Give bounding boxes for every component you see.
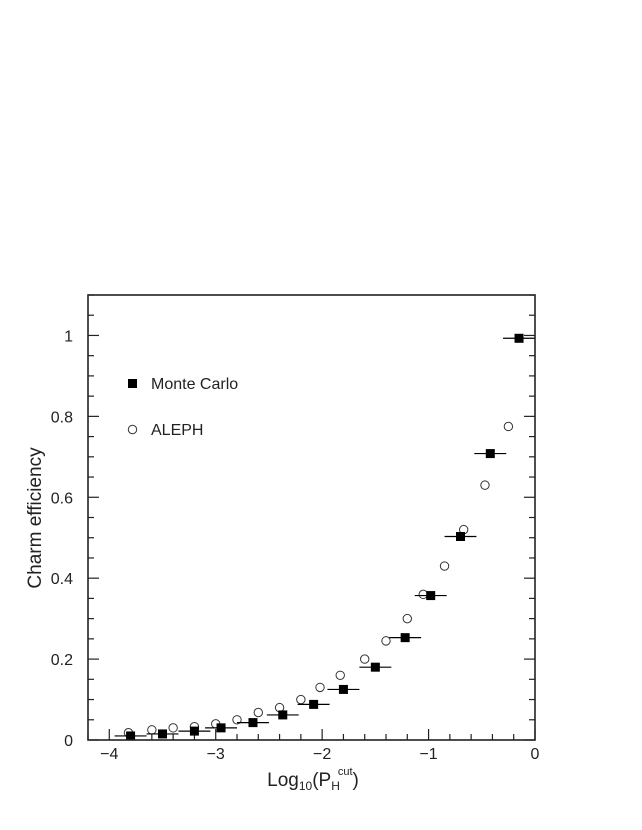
aleph-point bbox=[480, 480, 490, 490]
mc-point bbox=[485, 449, 495, 459]
y-tick-label: 1 bbox=[64, 328, 73, 345]
x-axis-label-var-sup: cut bbox=[338, 766, 353, 778]
mc-point bbox=[216, 723, 226, 733]
data-series bbox=[114, 333, 535, 741]
aleph-point bbox=[147, 725, 157, 735]
x-tick-label: 0 bbox=[531, 746, 540, 763]
mc-point bbox=[514, 333, 524, 343]
aleph-point bbox=[418, 589, 428, 600]
x-axis-label-close: ) bbox=[353, 770, 359, 791]
mc-point bbox=[248, 718, 258, 728]
mc-point bbox=[338, 684, 348, 694]
y-tick-label: 0.2 bbox=[51, 652, 73, 669]
x-axis-label: Log10(PHcut) bbox=[267, 766, 359, 793]
aleph-point bbox=[381, 636, 391, 646]
legend: Monte Carlo ALEPH bbox=[127, 376, 238, 439]
y-tick-label: 0 bbox=[64, 733, 73, 750]
aleph-point bbox=[296, 694, 306, 705]
x-axis-label-sub: 10 bbox=[299, 779, 313, 793]
x-axis-label-base: Log bbox=[267, 770, 299, 791]
aleph-point bbox=[439, 561, 450, 571]
mc-point bbox=[126, 731, 136, 741]
aleph-point bbox=[232, 715, 242, 725]
aleph-point bbox=[253, 707, 263, 718]
y-tick-label: 0.6 bbox=[51, 490, 73, 507]
aleph-point bbox=[402, 613, 412, 624]
x-axis-label-open: (P bbox=[312, 770, 331, 791]
aleph-point bbox=[360, 654, 370, 664]
aleph-point bbox=[315, 682, 325, 693]
mc-point bbox=[400, 633, 410, 643]
mc-point bbox=[189, 726, 199, 736]
legend-label-aleph: ALEPH bbox=[151, 422, 203, 439]
mc-point bbox=[278, 710, 288, 720]
x-tick-label: −4 bbox=[100, 746, 118, 763]
x-tick-label: −1 bbox=[419, 746, 437, 763]
legend-marker-monte-carlo bbox=[128, 379, 137, 388]
x-axis-label-var-sub: H bbox=[331, 779, 340, 793]
mc-point bbox=[309, 699, 319, 709]
y-tick-label: 0.4 bbox=[51, 571, 73, 588]
legend-marker-aleph bbox=[127, 424, 138, 435]
plot-frame bbox=[87, 294, 536, 741]
legend-label-monte-carlo: Monte Carlo bbox=[151, 376, 238, 393]
mc-point bbox=[158, 729, 167, 739]
y-tick-label: 0.8 bbox=[51, 409, 73, 426]
aleph-point bbox=[335, 670, 345, 680]
mc-point bbox=[370, 662, 380, 672]
x-tick-label: −2 bbox=[313, 746, 331, 763]
mc-point bbox=[426, 591, 436, 601]
aleph-point bbox=[168, 723, 178, 733]
x-tick-label: −3 bbox=[207, 746, 225, 763]
y-axis-label: Charm efficiency bbox=[25, 447, 46, 589]
mc-point bbox=[456, 532, 465, 542]
aleph-point bbox=[503, 421, 514, 432]
